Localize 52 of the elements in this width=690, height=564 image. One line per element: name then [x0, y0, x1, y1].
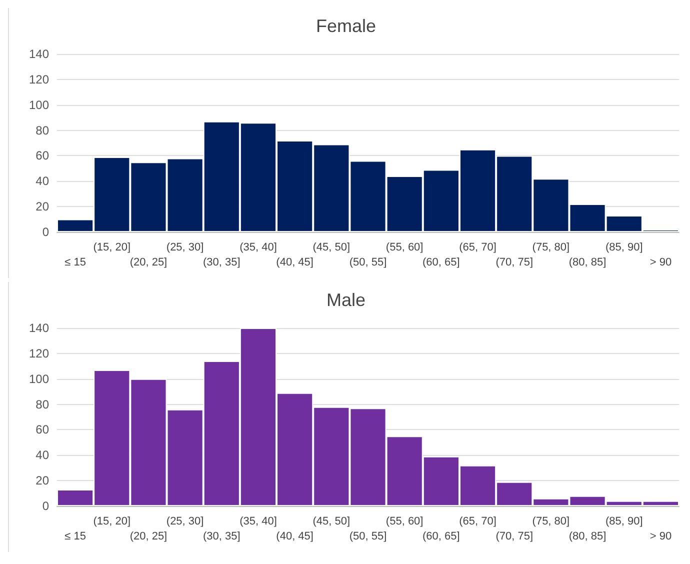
y-tick-label: 140 — [28, 321, 50, 335]
y-tick-label: 20 — [36, 200, 50, 214]
x-tick-label: (85, 90] — [605, 516, 643, 528]
x-tick-label: (35, 40] — [240, 516, 277, 528]
y-tick-label: 80 — [36, 123, 50, 138]
x-tick-label: (15, 20] — [93, 516, 131, 528]
x-tick-label: (85, 90] — [605, 242, 643, 254]
x-tick-label: (25, 30] — [166, 242, 204, 254]
x-tick-label: (80, 85] — [568, 256, 606, 268]
x-tick-label: > 90 — [650, 530, 672, 542]
x-tick-label: (70, 75] — [496, 256, 534, 268]
y-tick-label: 20 — [36, 474, 50, 488]
chart-title: Male — [326, 290, 366, 310]
y-tick-label: 0 — [42, 499, 50, 513]
y-tick-label: 100 — [28, 372, 50, 386]
x-tick-label: (60, 65] — [422, 530, 460, 542]
x-tick-label: (75, 80] — [532, 516, 570, 528]
x-tick-label: (65, 70] — [459, 516, 496, 528]
y-tick-label: 60 — [36, 148, 50, 163]
x-tick-label: (70, 75] — [496, 530, 534, 542]
x-tick-label: (65, 70] — [459, 242, 496, 254]
x-tick-label: (45, 50] — [312, 242, 350, 254]
y-tick-label: 140 — [28, 47, 50, 61]
y-tick-label: 100 — [28, 98, 50, 112]
x-tick-label: (30, 35] — [202, 530, 240, 542]
x-tick-label: (80, 85] — [568, 530, 606, 542]
x-tick-label: (50, 55] — [349, 530, 387, 542]
x-tick-label: (55, 60] — [386, 516, 424, 528]
y-tick-label: 40 — [36, 174, 50, 188]
x-tick-label: (20, 25] — [130, 530, 168, 542]
chart-title: Female — [316, 16, 376, 36]
x-tick-label: (25, 30] — [166, 516, 204, 528]
y-tick-label: 40 — [36, 448, 50, 462]
x-tick-label: (75, 80] — [532, 242, 570, 254]
y-tick-label: 0 — [42, 225, 50, 239]
y-tick-label: 120 — [28, 72, 50, 86]
x-tick-label: > 90 — [650, 256, 672, 268]
x-tick-label: ≤ 15 — [64, 256, 86, 268]
x-tick-label: (35, 40] — [240, 242, 277, 254]
x-tick-label: (30, 35] — [202, 256, 240, 268]
y-tick-label: 120 — [28, 346, 50, 360]
x-tick-label: (55, 60] — [386, 242, 424, 254]
y-tick-label: 60 — [36, 422, 50, 437]
x-tick-label: (50, 55] — [349, 256, 387, 268]
x-tick-label: ≤ 15 — [64, 530, 86, 542]
x-tick-label: (60, 65] — [422, 256, 460, 268]
x-tick-label: (20, 25] — [130, 256, 168, 268]
x-tick-label: (15, 20] — [93, 242, 131, 254]
x-tick-label: (40, 45] — [276, 256, 314, 268]
x-tick-label: (45, 50] — [312, 516, 350, 528]
x-tick-label: (40, 45] — [276, 530, 314, 542]
y-tick-label: 80 — [36, 397, 50, 412]
